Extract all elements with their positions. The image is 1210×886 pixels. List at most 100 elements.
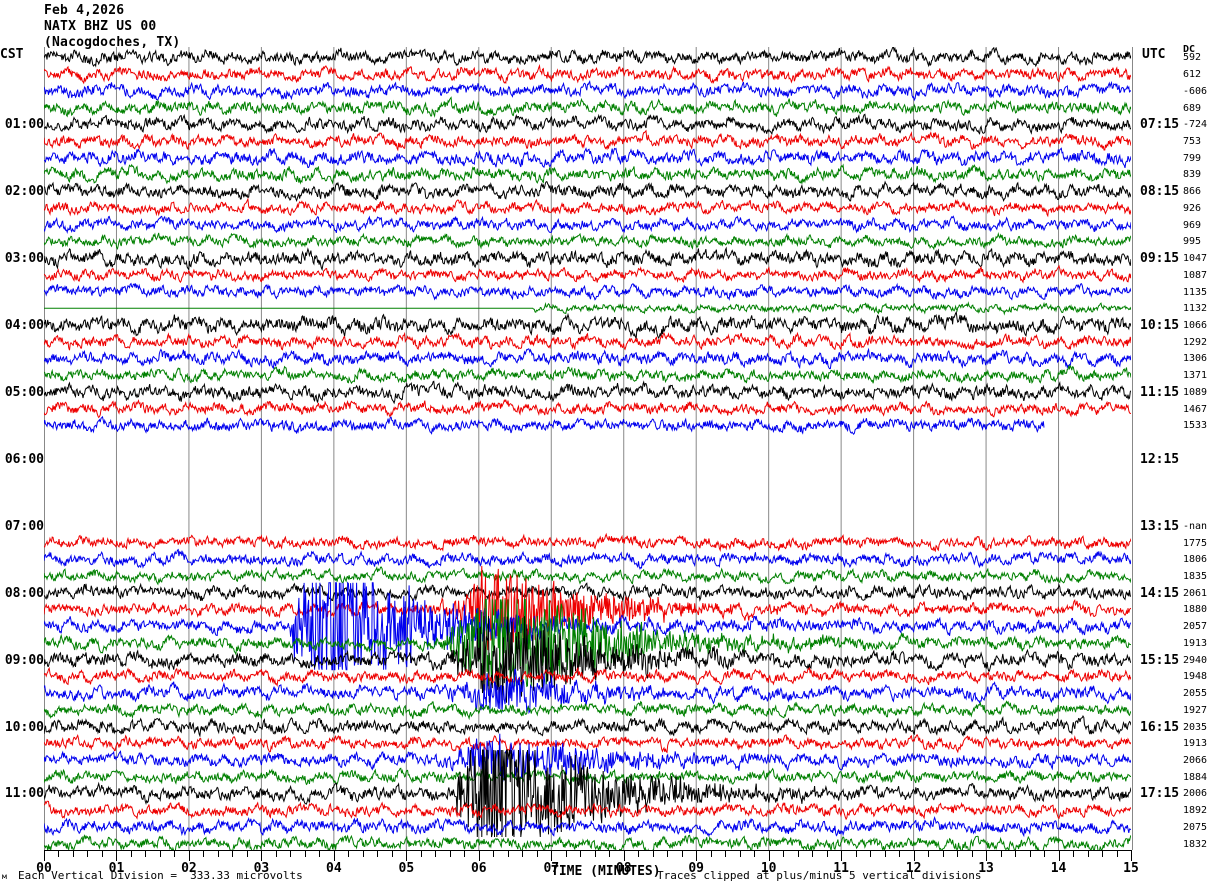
dc-value-row-6: 799 [1183,152,1202,164]
x-tick-minor [797,850,799,857]
trace-row-10 [44,215,1131,235]
cst-hour-label-0400: 04:00 [4,318,44,334]
x-tick-minor [710,850,712,857]
x-tick-minor [899,850,901,857]
x-tick-minor [609,850,611,857]
trace-row-14 [44,282,1131,301]
right-timezone-label: UTC [1142,47,1166,62]
x-axis-line [44,850,1131,851]
x-tick-minor [290,850,292,857]
x-tick-label-12: 12 [905,861,922,876]
x-tick-label-06: 06 [470,861,487,876]
x-tick-minor [101,850,103,857]
x-tick-minor [1087,850,1089,857]
trace-row-21 [44,398,1131,419]
x-tick-minor [1044,850,1046,857]
trace-row-34 [44,581,1131,671]
dc-value-row-18: 1306 [1183,353,1208,365]
cst-hour-label-0800: 08:00 [4,585,44,601]
x-tick-minor [957,850,959,857]
utc-hour-label-1215: 12:15 [1140,451,1180,467]
x-tick-label-00: 00 [36,861,52,876]
cst-hour-label-0200: 02:00 [4,184,44,200]
x-tick-major-01 [116,850,118,861]
x-tick-minor [754,850,756,857]
x-tick-major-07 [551,850,553,861]
dc-value-row-38: 2055 [1183,688,1208,700]
trace-row-32 [44,582,1131,603]
dc-value-row-45: 1892 [1183,805,1208,817]
x-tick-major-11 [841,850,843,861]
utc-hour-label-1115: 11:15 [1140,384,1180,400]
cst-hour-label-1000: 10:00 [4,719,44,735]
x-tick-label-07: 07 [543,861,560,876]
x-tick-label-08: 08 [615,861,632,876]
x-tick-label-11: 11 [833,861,849,876]
trace-row-20 [44,380,1131,405]
micro-mark: м [2,872,7,881]
dc-value-row-30: 1806 [1183,554,1208,566]
dc-value-row-37: 1948 [1183,671,1208,683]
x-tick-minor [304,850,306,857]
x-tick-minor [391,850,393,857]
cst-hour-label-1100: 11:00 [4,786,44,802]
x-tick-major-12 [913,850,915,861]
trace-row-2 [44,80,1131,102]
dc-value-row-41: 1913 [1183,738,1208,750]
dc-value-row-21: 1467 [1183,403,1208,415]
x-tick-minor [493,850,495,857]
x-tick-minor [1073,850,1075,857]
header-station-code: NATX BHZ US 00 [44,19,157,34]
dc-value-row-33: 1880 [1183,604,1208,616]
x-tick-minor [594,850,596,857]
trace-row-18 [44,347,1131,370]
x-tick-minor [217,850,219,857]
utc-hour-label-1515: 15:15 [1140,652,1180,668]
dc-value-row-28: -nan [1183,520,1208,532]
dc-value-row-5: 753 [1183,136,1202,148]
trace-row-1 [44,63,1131,85]
x-tick-minor [812,850,814,857]
x-tick-minor [145,850,147,857]
x-tick-minor [565,850,567,857]
trace-row-17 [44,331,1131,351]
x-tick-minor [826,850,828,857]
vertical-scale-note: Each Vertical Division = 333.33 microvol… [18,869,303,882]
header-location: (Nacogdoches, TX) [44,35,181,50]
x-tick-minor [580,850,582,857]
dc-value-row-11: 995 [1183,236,1202,248]
x-tick-minor [464,850,466,857]
trace-row-6 [44,147,1131,169]
trace-row-16 [44,310,1131,340]
x-tick-minor [449,850,451,857]
trace-row-15 [44,301,1131,316]
trace-row-35 [44,598,1131,688]
dc-column-header: DC [1183,44,1196,55]
utc-hour-label-1715: 17:15 [1140,786,1180,802]
dc-value-row-12: 1047 [1183,253,1208,265]
minute-gridlines [115,47,1060,850]
x-tick-major-08 [623,850,625,861]
x-tick-minor [174,850,176,857]
trace-row-29 [44,532,1131,553]
trace-row-31 [44,566,1131,586]
x-tick-label-14: 14 [1050,861,1067,876]
dc-value-row-13: 1087 [1183,269,1208,281]
utc-hour-label-0815: 08:15 [1140,184,1180,200]
trace-row-9 [44,197,1131,218]
x-tick-minor [72,850,74,857]
x-tick-major-06 [478,850,480,861]
x-axis [44,850,1132,864]
x-tick-minor [884,850,886,857]
x-tick-minor [783,850,785,857]
cst-hour-label-0900: 09:00 [4,652,44,668]
utc-hour-label-1315: 13:15 [1140,518,1180,534]
x-tick-minor [942,850,944,857]
x-tick-minor [232,850,234,857]
dc-value-row-20: 1089 [1183,386,1208,398]
dc-value-row-36: 2940 [1183,654,1208,666]
dc-value-row-2: -606 [1183,85,1208,97]
cst-hour-label-0700: 07:00 [4,518,44,534]
x-tick-label-09: 09 [688,861,705,876]
